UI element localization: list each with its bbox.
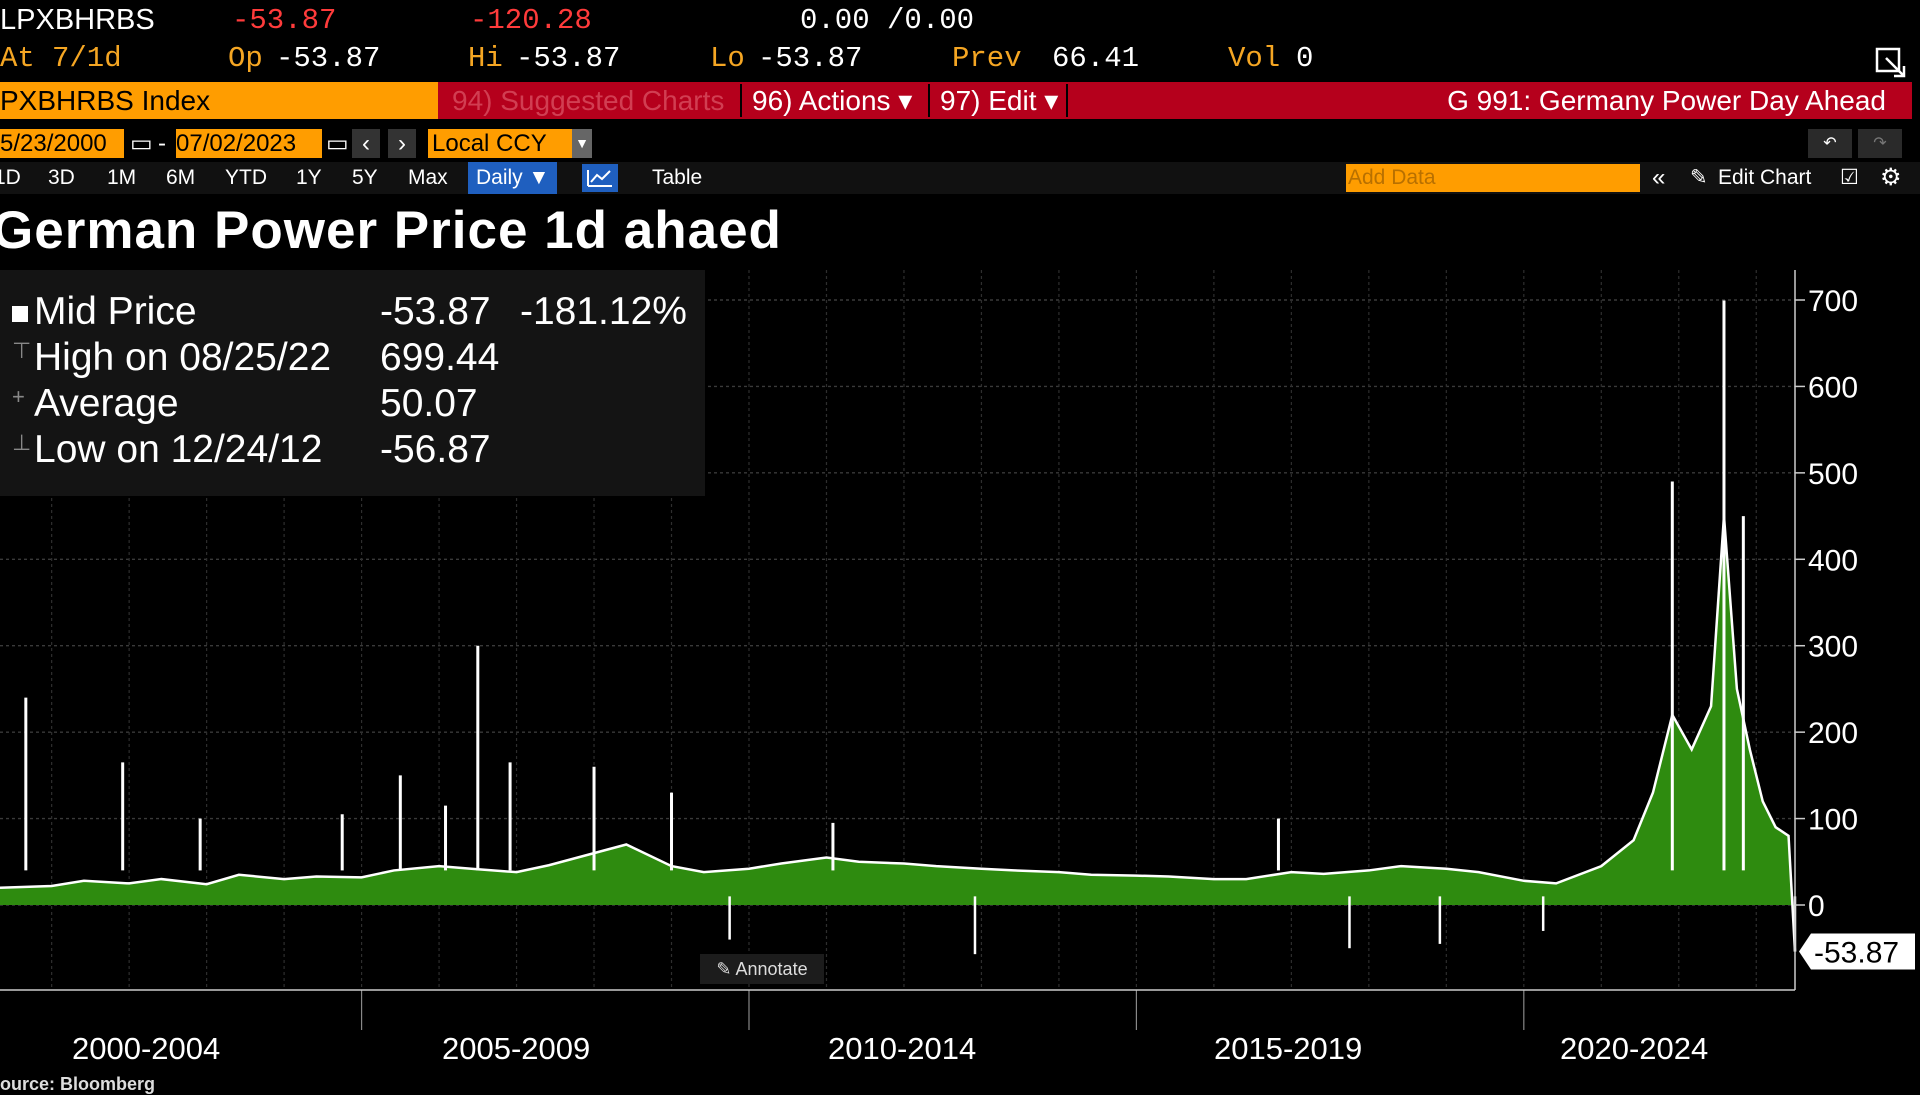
series-line (0, 515, 1797, 952)
period-3d[interactable]: 3D (48, 166, 75, 189)
annotate-button[interactable]: ✎ Annotate (700, 954, 824, 984)
collapse-icon[interactable]: « (1652, 164, 1666, 191)
legend-low-value: -56.87 (380, 428, 491, 471)
pencil-icon: ✎ (1690, 166, 1708, 189)
end-date-field[interactable]: 07/02/2023 (176, 129, 322, 158)
edit-menu[interactable]: 97) Edit ▾ (940, 85, 1059, 116)
y-tick-label: 600 (1808, 371, 1858, 404)
prev-label: Prev (952, 42, 1022, 75)
net-change: -120.28 (470, 4, 592, 37)
legend-mid-swatch (12, 306, 28, 322)
legend-low-label: Low on 12/24/12 (34, 428, 323, 471)
edit-settings-icon[interactable]: ☑ (1840, 166, 1859, 189)
function-title: G 991: Germany Power Day Ahead (1447, 85, 1886, 116)
y-tick-label: 100 (1808, 804, 1858, 837)
suggested-charts-menu[interactable]: 94) Suggested Charts (452, 85, 725, 116)
period-1d[interactable]: 1D (0, 166, 21, 189)
x-label-2020-2024: 2020-2024 (1560, 1031, 1709, 1066)
currency-dropdown-icon[interactable]: ▼ (572, 129, 592, 158)
next-period-button[interactable]: › (388, 129, 416, 158)
y-tick-label: 300 (1808, 631, 1858, 664)
chart-legend: Mid Price -53.87 -181.12% ⊤ High on 08/2… (0, 270, 705, 496)
add-data-field[interactable]: Add Data (1346, 164, 1640, 192)
at-value: 7/1d (52, 42, 122, 75)
period-5y[interactable]: 5Y (352, 166, 378, 189)
legend-mid-label: Mid Price (34, 290, 197, 333)
period-ytd[interactable]: YTD (225, 166, 267, 189)
vol-label: Vol (1228, 42, 1281, 75)
legend-high-marker: ⊤ (12, 338, 32, 363)
y-tick-label: 700 (1808, 285, 1858, 318)
source-note: ource: Bloomberg (0, 1074, 156, 1094)
actions-menu[interactable]: 96) Actions ▾ (752, 85, 913, 116)
low-label: Lo (710, 42, 745, 75)
period-toolbar: 1D 3D 1M 6M YTD 1Y 5Y Max Daily ▼ Table … (0, 162, 1920, 194)
vol-value: 0 (1296, 42, 1314, 75)
gear-icon[interactable]: ⚙ (1880, 164, 1902, 191)
series-area (0, 516, 1795, 952)
date-dash: - (158, 130, 166, 157)
prev-period-button[interactable]: ‹ (352, 129, 380, 158)
legend-average-value: 50.07 (380, 382, 478, 425)
function-bar: PXBHRBS Index 94) Suggested Charts 96) A… (0, 82, 1912, 119)
period-1y[interactable]: 1Y (296, 166, 322, 189)
start-date-field[interactable]: 5/23/2000 (0, 129, 124, 158)
last-price: -53.87 (232, 4, 337, 37)
y-tick-label: 200 (1808, 717, 1858, 750)
y-tick-label: 0 (1808, 890, 1825, 923)
redo-button[interactable]: ↷ (1858, 129, 1902, 158)
period-max[interactable]: Max (408, 166, 448, 189)
low-value: -53.87 (758, 42, 863, 75)
legend-mid-change: -181.12% (520, 290, 687, 333)
x-label-2010-2014: 2010-2014 (828, 1031, 977, 1066)
period-6m[interactable]: 6M (166, 166, 196, 189)
legend-high-label: High on 08/25/22 (34, 336, 332, 379)
security-field[interactable]: PXBHRBS Index (0, 82, 438, 119)
popout-icon[interactable] (1874, 44, 1910, 80)
y-tick-label: 400 (1808, 544, 1858, 577)
line-chart-icon[interactable] (582, 164, 618, 192)
y-tick-label: 500 (1808, 458, 1858, 491)
legend-avg-marker: + (12, 384, 25, 409)
last-value-label: -53.87 (1814, 937, 1899, 970)
table-view-button[interactable]: Table (652, 166, 703, 189)
prev-value: 66.41 (1052, 42, 1140, 75)
edit-chart-button[interactable]: Edit Chart (1718, 166, 1812, 189)
ticker: LPXBHRBS (0, 4, 155, 36)
frequency-select[interactable]: Daily ▼ (468, 162, 558, 194)
legend-average-label: Average (34, 382, 179, 425)
open-label: Op (228, 42, 263, 75)
legend-low-marker: ⊥ (12, 430, 32, 455)
legend-high-value: 699.44 (380, 336, 500, 379)
high-label: Hi (468, 42, 503, 75)
x-label-2015-2019: 2015-2019 (1214, 1031, 1363, 1066)
annotate-label: Annotate (735, 959, 808, 979)
annotate-pencil-icon: ✎ (716, 959, 736, 979)
end-calendar-icon[interactable]: ▭ (326, 130, 349, 157)
start-calendar-icon[interactable]: ▭ (130, 130, 153, 157)
last-value-box (1799, 933, 1915, 970)
x-label-2005-2009: 2005-2009 (442, 1031, 591, 1066)
bid-ask: 0.00 /0.00 (800, 4, 975, 37)
period-1m[interactable]: 1M (107, 166, 137, 189)
undo-button[interactable]: ↶ (1808, 129, 1852, 158)
open-value: -53.87 (276, 42, 381, 75)
chart-title: German Power Price 1d ahaed (0, 201, 782, 260)
x-label-2000-2004: 2000-2004 (72, 1031, 221, 1066)
legend-mid-value: -53.87 (380, 290, 491, 333)
currency-select[interactable]: Local CCY (428, 129, 572, 158)
at-label: At (0, 42, 35, 75)
high-value: -53.87 (516, 42, 621, 75)
